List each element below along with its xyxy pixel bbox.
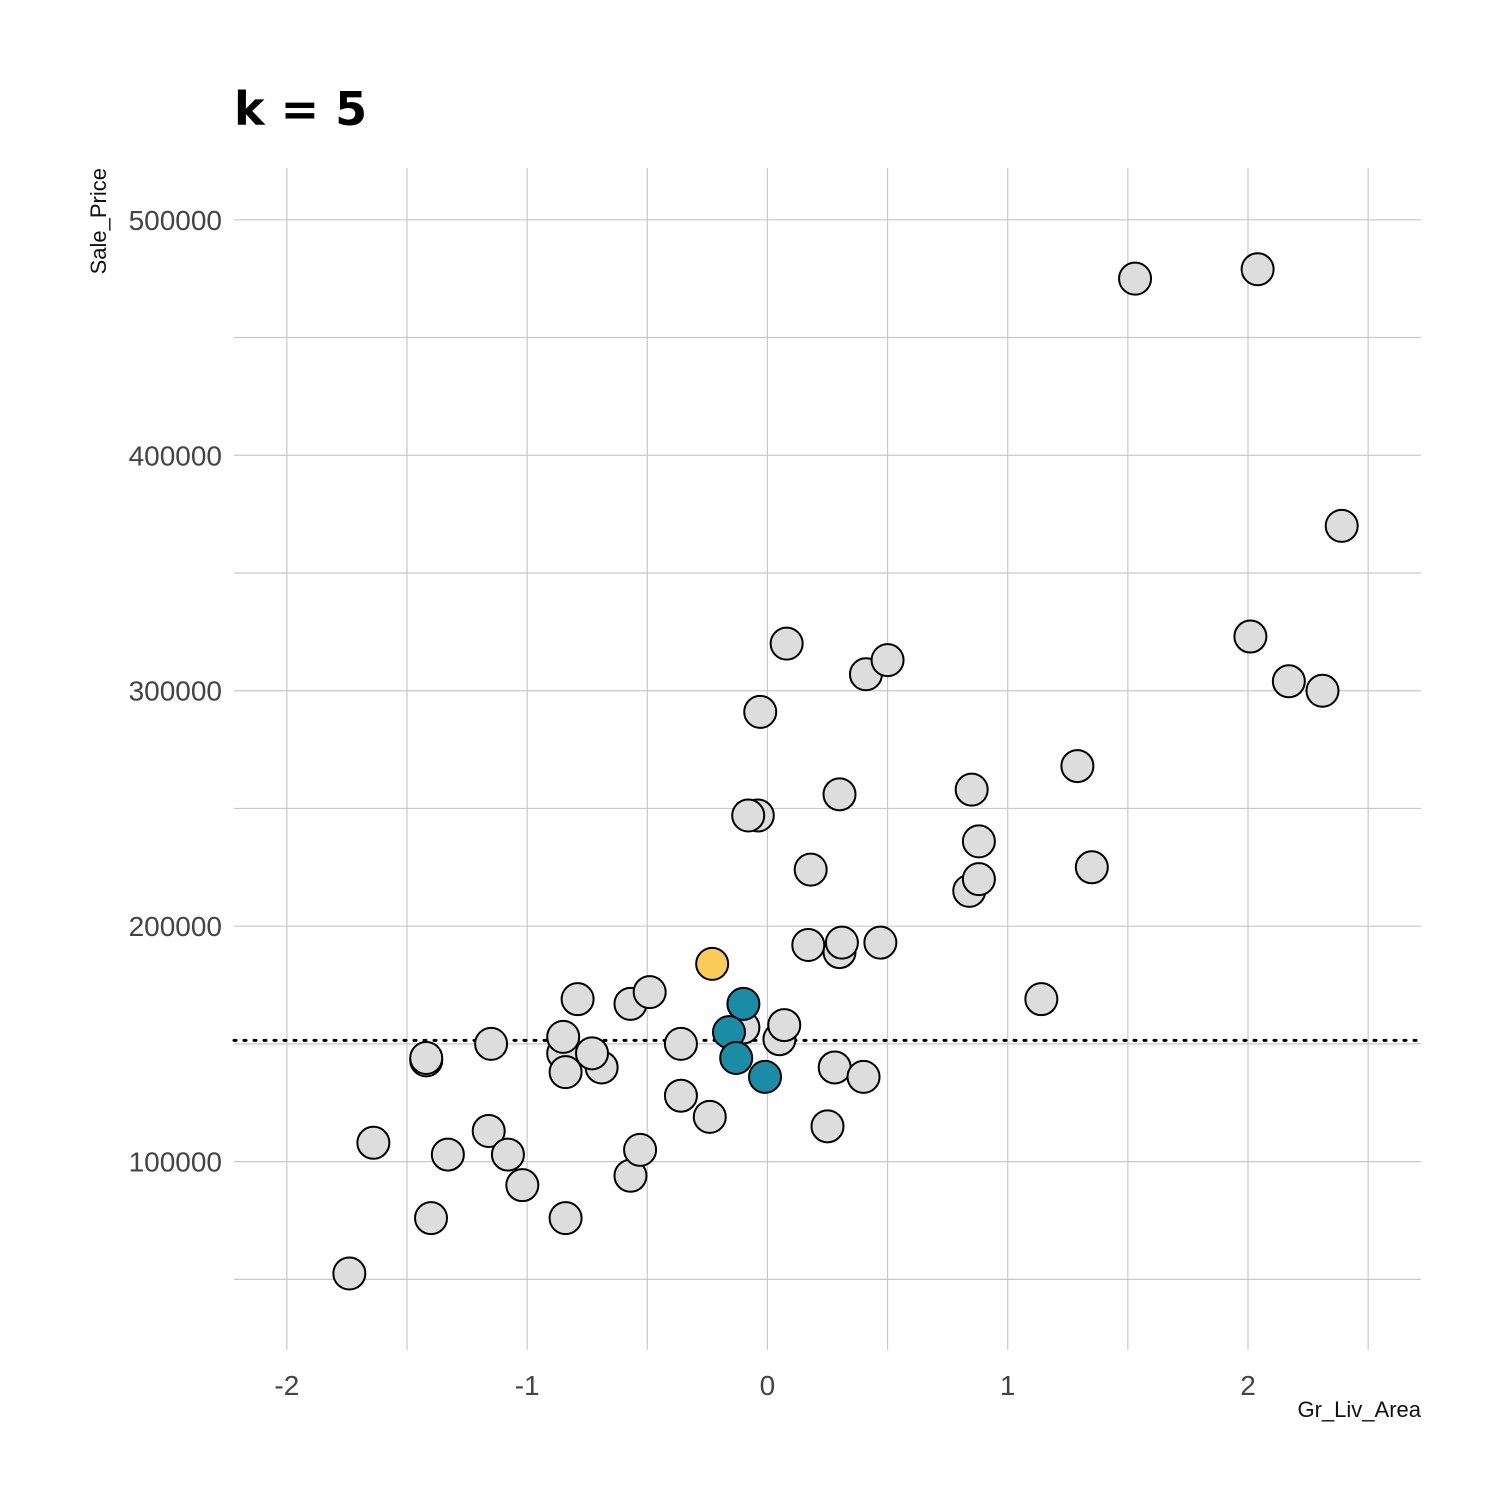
base-point [471,1114,506,1149]
base-point [548,1055,583,1090]
base-point [663,1078,698,1113]
base-point [743,694,778,729]
neighbor-point [719,1041,754,1076]
base-point [505,1168,540,1203]
tick-labels: -2 -1 0 1 2 100000 200000 300000 400000 500000 [129,205,1256,1401]
x-tick-label: 2 [1240,1370,1256,1401]
base-point [822,777,857,812]
base-point [824,925,859,960]
base-point [1324,508,1359,543]
base-point [332,1256,367,1291]
base-point [1074,850,1109,885]
base-point [817,1050,852,1085]
base-point [769,626,804,661]
x-tick-label: -1 [515,1370,540,1401]
base-point [791,928,826,963]
base-point [623,1132,658,1167]
base-point [961,824,996,859]
y-tick-label: 100000 [129,1147,222,1178]
base-point [575,1036,610,1071]
base-point [474,1026,509,1061]
base-point [1271,664,1306,699]
base-point [632,975,667,1010]
y-axis-label: Sale_Price [86,168,111,274]
y-tick-label: 200000 [129,911,222,942]
base-point [870,643,905,678]
y-tick-label: 400000 [129,440,222,471]
neighbor-point [726,986,761,1021]
base-point [546,1019,581,1054]
base-point [793,852,828,887]
base-point [1024,982,1059,1017]
grid [234,168,1421,1350]
base-point [1305,673,1340,708]
x-axis-label: Gr_Liv_Area [1297,1397,1421,1422]
base-point [1118,261,1153,296]
base-point [846,1059,881,1094]
y-tick-label: 500000 [129,205,222,236]
x-tick-label: 0 [760,1370,776,1401]
base-point [692,1099,727,1134]
base-point [548,1201,583,1236]
base-point [863,925,898,960]
chart-title: k = 5 [234,82,367,136]
y-tick-label: 300000 [129,676,222,707]
target-point [695,946,730,981]
base-point [954,772,989,807]
base-point [731,798,766,833]
base-point [430,1137,465,1172]
base-point [663,1026,698,1061]
x-tick-label: 1 [1000,1370,1016,1401]
base-point [560,982,595,1017]
base-point [1233,619,1268,654]
base-point [414,1201,449,1236]
base-point [356,1125,391,1160]
base-point [1240,252,1275,287]
neighbor-point [748,1059,783,1094]
base-point [490,1137,525,1172]
data-points [332,252,1359,1291]
base-point [810,1109,845,1144]
base-point [1060,749,1095,784]
base-point [961,862,996,897]
x-tick-label: -2 [274,1370,299,1401]
base-point [409,1041,444,1076]
base-point [767,1008,802,1043]
